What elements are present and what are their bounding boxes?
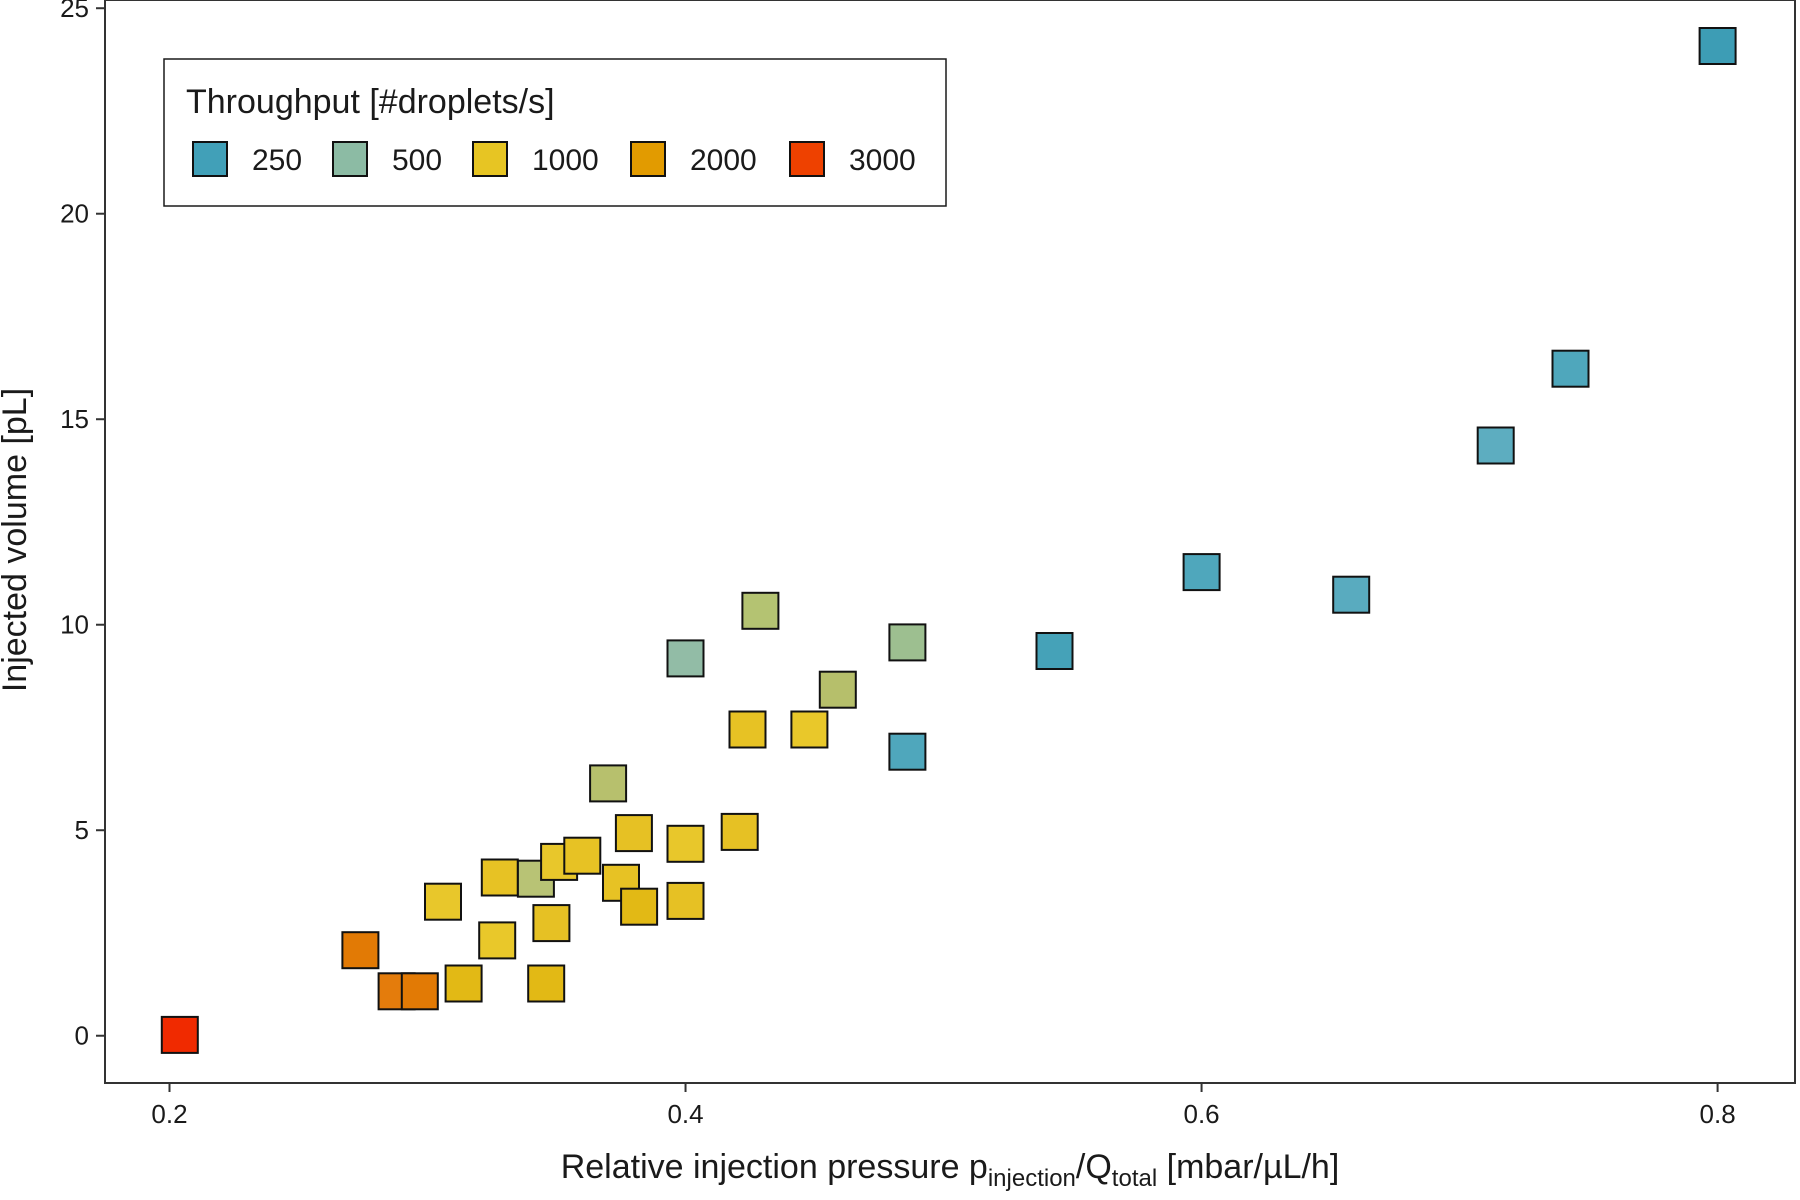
legend-swatch xyxy=(472,141,508,177)
data-point xyxy=(666,639,705,678)
data-point xyxy=(620,887,659,926)
data-point xyxy=(341,931,380,970)
data-point xyxy=(589,764,628,803)
data-point xyxy=(818,670,857,709)
data-point xyxy=(1182,553,1221,592)
points-layer xyxy=(160,27,1737,1054)
data-point xyxy=(1476,426,1515,465)
data-point xyxy=(478,921,517,960)
data-point xyxy=(444,964,483,1003)
data-point xyxy=(160,1015,199,1054)
data-point xyxy=(1698,27,1737,65)
x-tick-label: 0.8 xyxy=(1700,1099,1736,1129)
data-point xyxy=(400,972,439,1011)
y-axis-title: Injected volume [pL] xyxy=(0,388,34,692)
x-tick-label: 0.4 xyxy=(667,1099,703,1129)
x-axis-title-sub-total: total xyxy=(1112,1165,1157,1192)
legend-swatch xyxy=(630,141,666,177)
y-tick-label: 15 xyxy=(60,404,89,434)
legend-label: 1000 xyxy=(532,144,599,177)
y-tick-label: 5 xyxy=(75,815,89,845)
legend-entries: 250 500 1000 2000 3000 xyxy=(192,141,916,177)
x-axis-title: Relative injection pressure pinjection/Q… xyxy=(561,1148,1340,1192)
data-point xyxy=(563,836,602,875)
plot-panel-border xyxy=(104,0,1796,1084)
y-axis: 0 5 10 15 20 25 xyxy=(60,0,105,1051)
legend-box xyxy=(163,58,947,207)
legend-swatch xyxy=(789,141,825,177)
legend: Throughput [#droplets/s] 250 500 1000 2000 3… xyxy=(163,58,947,207)
legend-label: 500 xyxy=(392,144,442,177)
legend-label: 250 xyxy=(252,144,302,177)
legend-label: 2000 xyxy=(690,144,757,177)
data-point xyxy=(527,964,566,1003)
data-point xyxy=(666,824,705,863)
data-point xyxy=(1332,575,1371,614)
x-tick-label: 0.6 xyxy=(1183,1099,1219,1129)
data-point xyxy=(532,904,571,943)
data-point xyxy=(728,710,767,749)
data-point xyxy=(790,710,829,749)
legend-swatch xyxy=(192,141,228,177)
data-point xyxy=(888,623,927,662)
legend-label: 3000 xyxy=(849,144,916,177)
x-tick-label: 0.2 xyxy=(151,1099,187,1129)
data-point xyxy=(741,591,780,630)
data-point xyxy=(614,814,653,853)
x-axis-title-main: Relative injection pressure p xyxy=(561,1148,988,1186)
y-tick-label: 25 xyxy=(60,0,89,23)
y-tick-label: 0 xyxy=(75,1021,89,1051)
data-point xyxy=(666,881,705,920)
y-tick-label: 20 xyxy=(60,199,89,229)
legend-swatch xyxy=(332,141,368,177)
data-point xyxy=(720,812,759,851)
x-axis-title-slash: /Q xyxy=(1076,1148,1112,1186)
data-point xyxy=(480,858,519,897)
data-point xyxy=(888,732,927,771)
y-tick-label: 10 xyxy=(60,610,89,640)
x-axis: 0.2 0.4 0.6 0.8 xyxy=(151,1083,1736,1129)
x-axis-title-sub-injection: injection xyxy=(988,1165,1076,1192)
data-point xyxy=(1035,632,1074,670)
legend-title: Throughput [#droplets/s] xyxy=(186,83,555,121)
data-point xyxy=(424,882,462,921)
data-point xyxy=(1551,349,1590,388)
x-axis-title-unit: [mbar/µL/h] xyxy=(1157,1148,1339,1186)
